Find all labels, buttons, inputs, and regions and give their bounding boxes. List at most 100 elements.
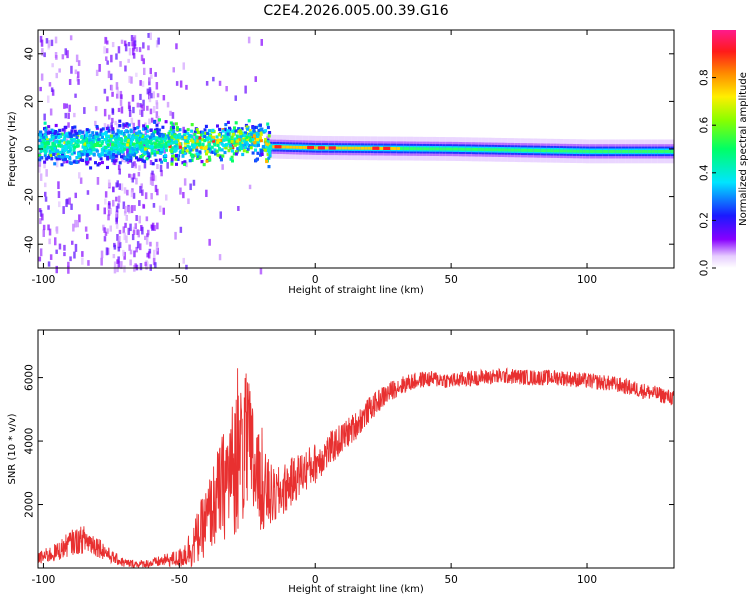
spectrogram-band-cell [205,152,208,156]
spectrogram-band-cell [141,159,145,163]
spectrogram-band-cell [139,135,143,139]
spectrogram-band-cell [56,149,60,153]
spectrogram-band-cell [113,144,117,148]
spectrogram-band-cell [208,158,212,162]
spectrogram-noise-cell [69,153,72,159]
spectrogram-noise-cell [138,200,141,206]
spectrogram-band-cell [182,133,186,137]
spectrogram-y-tick-label: -20 [24,188,36,205]
spectrogram-noise-cell [39,86,42,92]
spectrogram-band-cell [103,149,107,153]
spectrogram-core-cell [360,146,365,150]
spectrogram-noise-cell [117,241,120,249]
spectrogram-noise-cell [134,163,137,169]
spectrogram-noise-cell [118,235,121,243]
spectrogram-band-cell [266,122,270,126]
spectrogram-noise-cell [112,186,115,193]
spectrogram-band-cell [76,134,80,138]
spectrogram-noise-cell [47,205,50,210]
spectrogram-core-cell [455,147,459,151]
spectrogram-noise-cell [138,47,142,53]
spectrogram-band-cell [167,136,171,140]
colorbar-tick-label: 0.6 [699,117,711,134]
snr-y-tick-label: 2000 [24,491,36,518]
spectrogram-band-cell [47,125,51,129]
spectrogram-band-cell [109,136,113,140]
spectrogram-core-cell [585,149,590,153]
spectrogram-band-cell [142,127,146,131]
spectrogram-band-cell [153,149,156,153]
spectrogram-band-cell [129,156,133,160]
spectrogram-band-cell [195,152,199,156]
spectrogram-x-tick-label: 0 [312,274,319,286]
spectrogram-core-cell [400,147,404,150]
spectrogram-band-cell [125,158,129,162]
spectrogram-noise-cell [123,232,126,241]
spectrogram-band-cell [260,128,264,132]
spectrogram-band-cell [241,152,245,157]
spectrogram-band-cell [116,129,120,133]
spectrogram-noise-cell [152,106,156,113]
spectrogram-band-cell [224,123,228,127]
spectrogram-band-cell [85,133,89,137]
spectrogram-band-cell [232,152,236,156]
spectrogram-band-cell [122,142,125,146]
spectrogram-band-cell [266,152,270,156]
spectrogram-band-cell [238,128,242,133]
spectrogram-band-cell [84,146,88,151]
spectrogram-band-cell [256,140,260,144]
spectrogram-noise-cell [169,110,172,116]
spectrogram-noise-cell [142,42,145,49]
spectrogram-band-cell [153,153,157,157]
spectrogram-noise-cell [96,204,100,211]
spectrogram-band-cell [158,140,162,144]
spectrogram-noise-cell [117,107,121,113]
spectrogram-noise-cell [68,197,71,205]
spectrogram-band-cell [170,146,174,150]
spectrogram-noise-cell [111,109,115,115]
spectrogram-band-cell [174,157,178,161]
spectrogram-band-cell [224,146,228,150]
spectrogram-band-cell [58,133,62,137]
spectrogram-band-cell [112,159,116,163]
spectrogram-noise-cell [49,254,53,260]
spectrogram-noise-cell [260,39,263,46]
spectrogram-noise-cell [107,179,111,188]
spectrogram-band-cell [146,144,150,148]
spectrogram-band-cell [135,135,139,139]
spectrogram-core-cell [351,146,355,150]
snr-y-axis-label: SNR (10 * v/v) [7,413,18,484]
spectrogram-band-cell [89,166,93,170]
spectrogram-core-cell [566,149,570,153]
spectrogram-band-cell [256,136,260,140]
spectrogram-noise-cell [110,84,114,91]
spectrogram-band-cell [230,129,234,133]
spectrogram-band-cell [81,140,84,144]
spectrogram-noise-cell [43,161,46,169]
spectrogram-band-cell [128,145,132,149]
spectrogram-band-cell [239,131,243,135]
spectrogram-band-cell [217,133,221,137]
spectrogram-band-cell [266,125,270,130]
spectrogram-band-cell [197,143,201,147]
spectrogram-noise-cell [137,229,140,238]
spectrogram-band-cell [223,128,227,132]
spectrogram-band-cell [80,150,84,154]
spectrogram-noise-cell [131,41,134,47]
spectrogram-noise-cell [77,71,80,79]
spectrogram-band-cell [67,134,71,139]
spectrogram-noise-cell [135,246,138,253]
spectrogram-noise-cell [133,250,136,258]
spectrogram-band-cell [161,133,165,137]
spectrogram-band-cell [227,148,231,153]
spectrogram-band-cell [149,140,152,144]
spectrogram-band-cell [260,149,263,153]
spectrogram-band-cell [164,158,167,162]
spectrogram-band-cell [114,139,118,143]
spectrogram-noise-cell [39,35,43,43]
spectrogram-noise-cell [179,187,182,195]
spectrogram-noise-cell [150,193,153,200]
spectrogram-band-cell [186,139,189,143]
spectrogram-band-cell [215,135,219,139]
spectrogram-core-cell [537,149,541,152]
